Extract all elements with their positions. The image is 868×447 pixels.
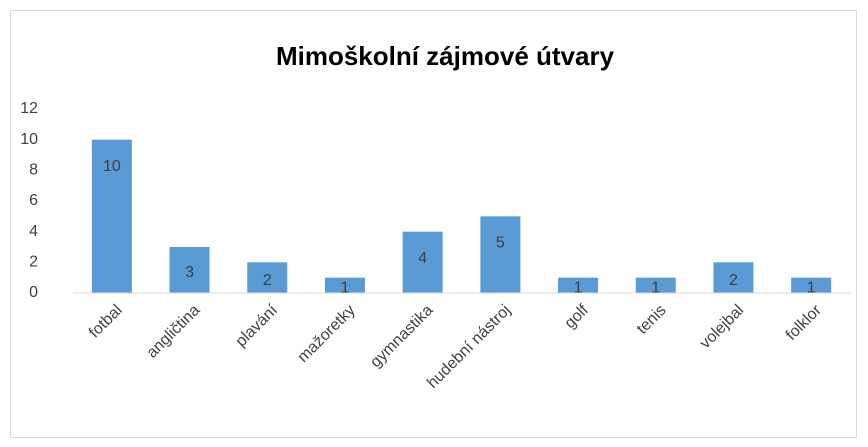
y-tick-label: 0 [29, 284, 38, 301]
data-label: 4 [418, 250, 427, 267]
bar [324, 277, 365, 293]
y-tick-label: 6 [29, 192, 38, 209]
data-label: 1 [574, 280, 583, 297]
chart-border [10, 10, 857, 438]
bar [713, 262, 754, 293]
y-tick-label: 4 [29, 223, 38, 240]
bar [247, 262, 288, 293]
bar [169, 247, 210, 293]
bar [635, 277, 676, 293]
y-tick-label: 2 [29, 254, 38, 271]
bar [91, 139, 132, 293]
data-label: 1 [340, 280, 349, 297]
y-tick-label: 10 [20, 131, 38, 148]
data-label: 10 [103, 158, 121, 175]
bar [558, 277, 599, 293]
data-label: 3 [185, 264, 194, 281]
data-label: 5 [496, 235, 505, 252]
bar [480, 216, 521, 293]
bar [402, 231, 443, 293]
data-label: 2 [263, 272, 272, 289]
y-tick-label: 8 [29, 162, 38, 179]
chart-title: Mimoškolní zájmové útvary [276, 41, 615, 71]
y-tick-label: 12 [20, 100, 38, 117]
data-label: 2 [729, 272, 738, 289]
bar [791, 277, 832, 293]
data-label: 1 [651, 280, 660, 297]
data-label: 1 [807, 280, 816, 297]
